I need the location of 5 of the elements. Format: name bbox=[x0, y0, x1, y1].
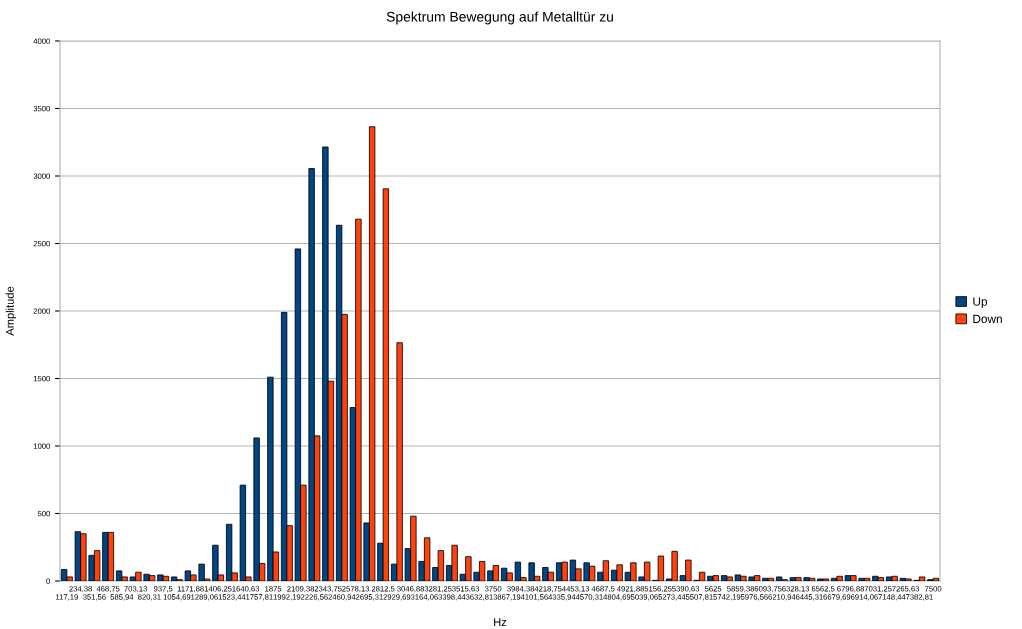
legend-label: Up bbox=[973, 297, 988, 309]
y-axis-title: Amplitude bbox=[5, 286, 16, 336]
legend-label: Down bbox=[973, 314, 1002, 324]
chart-title: Spektrum Bewegung auf Metalltür zu bbox=[386, 11, 613, 25]
x-axis-title: Hz bbox=[494, 618, 507, 626]
